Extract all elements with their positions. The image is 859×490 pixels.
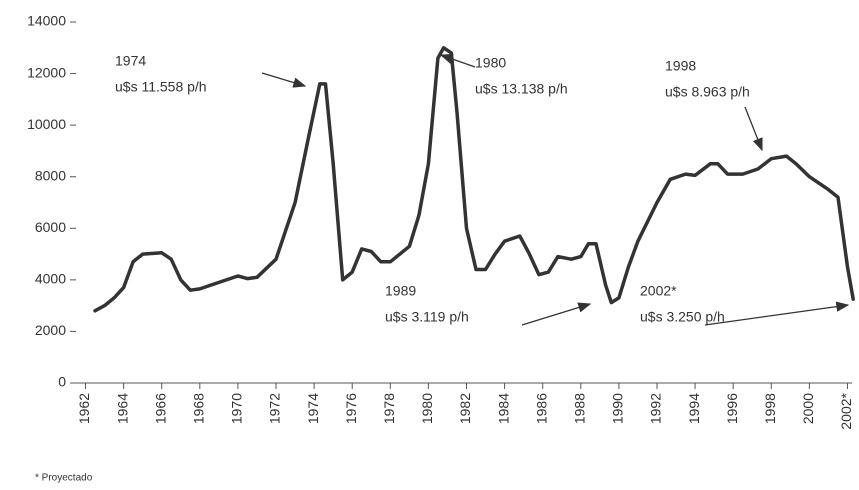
annotation-year: 1980 bbox=[475, 55, 506, 71]
x-tick-label: 1994 bbox=[686, 393, 702, 424]
x-tick-label: 1984 bbox=[495, 393, 511, 424]
x-tick-label: 1972 bbox=[267, 393, 283, 424]
x-tick-label: 1962 bbox=[76, 393, 92, 424]
x-tick-label: 1978 bbox=[381, 393, 397, 424]
y-tick-label: 14000 bbox=[27, 13, 66, 29]
x-tick-label: 1988 bbox=[571, 393, 587, 424]
y-tick-label: 2000 bbox=[35, 322, 66, 338]
annotation-text: u$s 13.138 p/h bbox=[475, 81, 568, 97]
annotation-text: u$s 8.963 p/h bbox=[665, 84, 750, 100]
y-tick-label: 10000 bbox=[27, 116, 66, 132]
y-tick-label: 12000 bbox=[27, 64, 66, 80]
x-tick-label: 1996 bbox=[724, 393, 740, 424]
x-tick-label: 1982 bbox=[457, 393, 473, 424]
x-tick-label: 1986 bbox=[533, 393, 549, 424]
footnote: * Proyectado bbox=[35, 473, 93, 484]
x-tick-label: 1980 bbox=[419, 393, 435, 424]
x-tick-label: 1998 bbox=[762, 393, 778, 424]
annotation-arrow bbox=[704, 301, 850, 326]
line bbox=[93, 46, 855, 313]
x-tick-label: 1990 bbox=[610, 393, 626, 424]
x-tick-label: 1966 bbox=[152, 393, 168, 424]
x-tick-label: 1964 bbox=[114, 393, 130, 424]
annotation-arrow bbox=[439, 53, 476, 68]
annotation-text: u$s 11.558 p/h bbox=[115, 79, 207, 95]
x-tick-label: 1974 bbox=[305, 393, 321, 424]
annotation-year: 1989 bbox=[385, 283, 416, 299]
y-tick-label: 4000 bbox=[35, 271, 66, 287]
annotation-arrow bbox=[261, 72, 307, 88]
x-tick-label: 1968 bbox=[191, 393, 207, 424]
annotation-year: 1974 bbox=[115, 53, 146, 69]
annotation-arrow bbox=[744, 106, 763, 152]
x-tick-label: 1970 bbox=[229, 393, 245, 424]
x-tick-label: 2002* bbox=[838, 392, 854, 429]
y-tick-label: 0 bbox=[58, 374, 66, 390]
y-tick-label: 6000 bbox=[35, 219, 66, 235]
x-tick-label: 1992 bbox=[648, 393, 664, 424]
x-tick-label: 1976 bbox=[343, 393, 359, 424]
y-tick-label: 8000 bbox=[35, 167, 66, 183]
annotation-year: 2002* bbox=[640, 283, 677, 299]
annotation-text: u$s 3.250 p/h bbox=[640, 309, 725, 325]
x-tick-label: 2000 bbox=[800, 393, 816, 424]
annotation-year: 1998 bbox=[665, 58, 696, 74]
annotation-arrow bbox=[521, 302, 592, 326]
annotation-text: u$s 3.119 p/h bbox=[385, 309, 469, 325]
